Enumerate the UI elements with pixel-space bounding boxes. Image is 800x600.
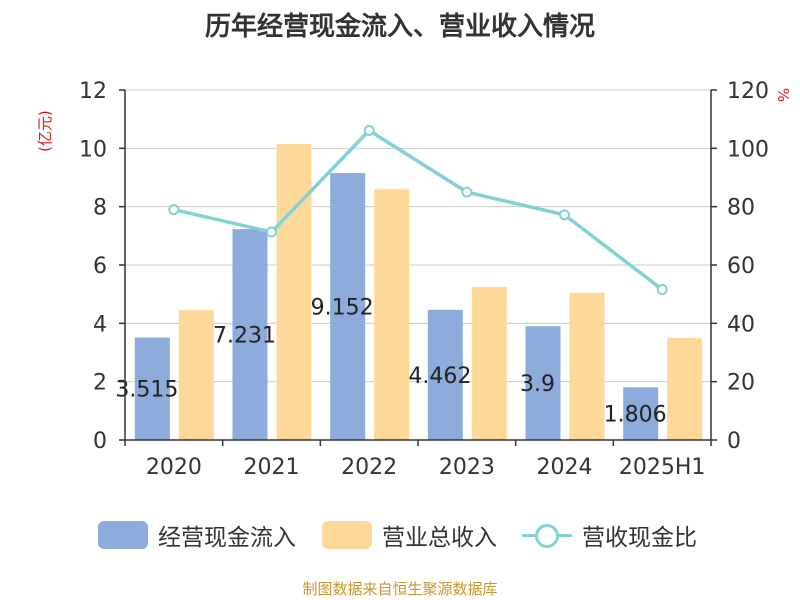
- right-axis-tick-label: 20: [727, 371, 755, 396]
- right-axis-tick-label: 40: [727, 312, 755, 337]
- bar-cash-inflow: [232, 229, 268, 440]
- legend-item-cash-inflow: 经营现金流入: [98, 517, 296, 553]
- legend-label-cash-ratio: 营收现金比: [582, 525, 697, 551]
- line-series: [168, 125, 668, 295]
- chart-title: 历年经营现金流入、营业收入情况: [204, 12, 595, 42]
- left-axis-tick-label: 4: [93, 312, 107, 337]
- data-label-cash-inflow: 3.9: [520, 372, 555, 397]
- chart-legend: 经营现金流入 营业总收入 营收现金比: [0, 517, 800, 553]
- left-axis-tick-label: 12: [79, 79, 107, 104]
- bars: [134, 143, 703, 441]
- left-axis-tick-label: 8: [93, 196, 107, 221]
- left-axis-tick-label: 10: [79, 137, 107, 162]
- bar-revenue: [374, 189, 410, 440]
- bar-cash-inflow: [134, 337, 170, 440]
- legend-label-revenue: 营业总收入: [382, 525, 497, 551]
- grid-lines: [125, 89, 711, 383]
- right-axis-tick-label: 100: [727, 137, 769, 162]
- data-label-cash-inflow: 1.806: [604, 403, 667, 428]
- left-axis-tick-label: 0: [93, 429, 107, 454]
- bar-cash-inflow: [525, 326, 561, 440]
- data-label-cash-inflow: 4.462: [408, 364, 471, 389]
- point-cash-ratio: [656, 284, 668, 295]
- legend-swatch-revenue: [322, 521, 372, 549]
- x-axis-tick-label: 2025H1: [619, 455, 706, 480]
- point-cash-ratio: [461, 186, 473, 198]
- source-note: 制图数据来自恒生聚源数据库: [302, 580, 498, 598]
- x-axis-tick-label: 2020: [146, 455, 202, 480]
- point-cash-ratio: [266, 226, 277, 238]
- bar-cash-inflow: [623, 387, 659, 440]
- x-axis-tick-label: 2024: [537, 455, 593, 480]
- right-axis-tick-label: 60: [727, 254, 755, 279]
- line-cash-ratio: [173, 128, 664, 291]
- point-cash-ratio: [559, 209, 570, 221]
- right-axis-tick-label: 0: [727, 429, 741, 454]
- right-axis-tick-label: 80: [727, 196, 755, 221]
- data-label-cash-inflow: 3.515: [115, 378, 178, 403]
- bar-revenue: [471, 286, 507, 440]
- bar-cash-inflow: [427, 309, 463, 440]
- bar-revenue: [178, 310, 214, 440]
- left-axis-tick-label: 6: [93, 254, 107, 279]
- data-labels: 3.515 7.231 9.152 4.462 3.9 1.806: [115, 296, 666, 428]
- legend-line-cash-ratio: [522, 521, 572, 549]
- x-axis-tick-label: 2023: [439, 455, 495, 480]
- bar-cash-inflow: [330, 173, 366, 441]
- x-axis-tick-label: 2022: [341, 455, 397, 480]
- data-label-cash-inflow: 9.152: [311, 296, 374, 321]
- legend-item-cash-ratio: 营收现金比: [522, 517, 697, 553]
- data-label-cash-inflow: 7.231: [213, 324, 276, 349]
- left-axis-unit: (亿元): [36, 110, 54, 152]
- left-axis-tick-label: 2: [93, 371, 107, 396]
- legend-label-cash-inflow: 经营现金流入: [158, 525, 296, 551]
- legend-swatch-cash-inflow: [98, 521, 148, 549]
- bar-revenue: [276, 143, 312, 441]
- bar-revenue: [569, 292, 605, 440]
- bar-revenue: [667, 337, 703, 440]
- point-cash-ratio: [363, 125, 375, 137]
- legend-item-revenue: 营业总收入: [322, 517, 497, 553]
- right-axis-unit: %: [774, 87, 793, 103]
- right-axis-tick-label: 120: [727, 79, 769, 104]
- point-cash-ratio: [168, 204, 180, 216]
- x-axis-tick-label: 2021: [244, 455, 300, 480]
